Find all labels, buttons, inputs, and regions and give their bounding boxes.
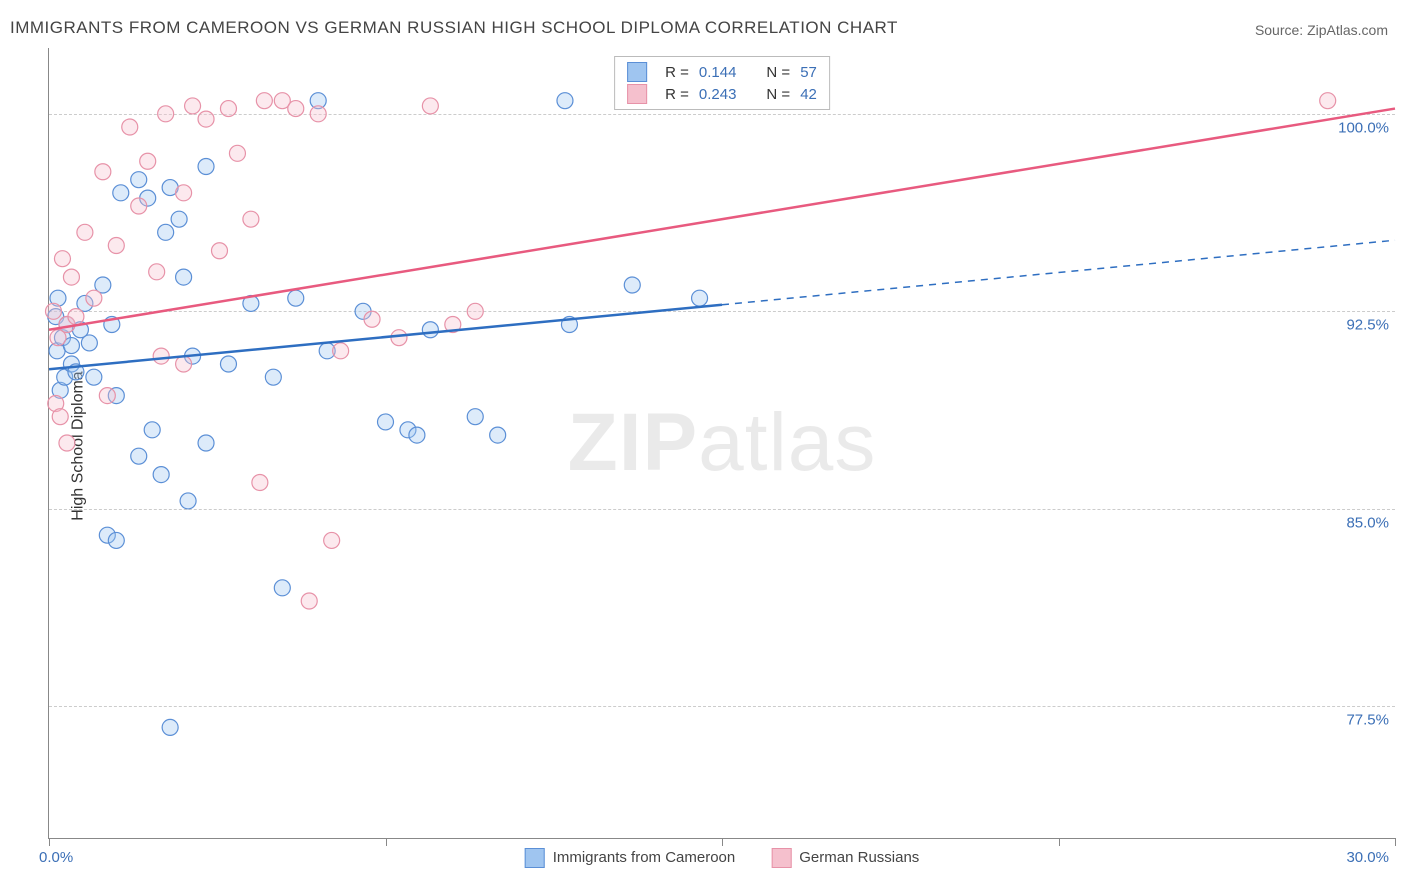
scatter-point [624,277,640,293]
scatter-point [220,356,236,372]
scatter-point [198,159,214,175]
scatter-point [86,369,102,385]
scatter-point [288,101,304,117]
x-tick-mark [49,838,50,846]
scatter-point [557,93,573,109]
scatter-canvas [49,48,1395,838]
scatter-point [176,185,192,201]
scatter-point [144,422,160,438]
scatter-point [265,369,281,385]
x-tick-mark [1395,838,1396,846]
correlation-legend: R = 0.144 N = 57 R = 0.243 N = 42 [614,56,830,110]
scatter-point [467,409,483,425]
scatter-point [422,322,438,338]
plot-area: ZIPatlas 77.5%85.0%92.5%100.0% R = 0.144… [48,48,1395,839]
scatter-point [95,164,111,180]
scatter-point [54,251,70,267]
n-label: N = [766,64,790,81]
scatter-point [301,593,317,609]
scatter-point [86,290,102,306]
scatter-point [45,303,61,319]
scatter-point [99,388,115,404]
scatter-point [422,98,438,114]
x-tick-min: 0.0% [39,849,73,866]
r-value: 0.243 [699,86,737,103]
legend-label: Immigrants from Cameroon [553,849,736,866]
scatter-point [333,343,349,359]
scatter-point [131,198,147,214]
scatter-point [409,427,425,443]
scatter-point [378,414,394,430]
scatter-point [68,309,84,325]
scatter-point [288,290,304,306]
scatter-point [180,493,196,509]
scatter-point [692,290,708,306]
scatter-point [1320,93,1336,109]
scatter-point [108,532,124,548]
correlation-row: R = 0.144 N = 57 [627,61,817,83]
trend-line-dashed [722,240,1395,305]
scatter-point [391,330,407,346]
scatter-point [122,119,138,135]
n-label: N = [766,86,790,103]
scatter-point [256,93,272,109]
scatter-point [467,303,483,319]
scatter-point [324,532,340,548]
scatter-point [185,98,201,114]
scatter-point [149,264,165,280]
scatter-point [77,224,93,240]
legend-item-german-russians: German Russians [771,848,919,868]
source-label: Source: ZipAtlas.com [1255,22,1388,38]
legend-item-cameroon: Immigrants from Cameroon [525,848,736,868]
legend-label: German Russians [799,849,919,866]
scatter-point [490,427,506,443]
scatter-point [220,101,236,117]
scatter-point [52,409,68,425]
scatter-point [274,580,290,596]
scatter-point [243,211,259,227]
scatter-point [198,435,214,451]
legend-swatch [525,848,545,868]
scatter-point [153,467,169,483]
scatter-point [131,172,147,188]
series-legend: Immigrants from Cameroon German Russians [525,848,920,868]
scatter-point [108,238,124,254]
scatter-point [81,335,97,351]
scatter-point [153,348,169,364]
scatter-point [211,243,227,259]
scatter-point [176,269,192,285]
n-value: 57 [800,64,817,81]
x-tick-mark [386,838,387,846]
scatter-point [176,356,192,372]
scatter-point [131,448,147,464]
scatter-point [59,435,75,451]
scatter-point [140,153,156,169]
x-tick-mark [1059,838,1060,846]
scatter-point [364,311,380,327]
r-label: R = [665,64,689,81]
x-tick-max: 30.0% [1346,849,1389,866]
legend-swatch [627,84,647,104]
scatter-point [198,111,214,127]
scatter-point [310,106,326,122]
x-tick-mark [722,838,723,846]
scatter-point [113,185,129,201]
scatter-point [158,224,174,240]
scatter-point [162,719,178,735]
r-label: R = [665,86,689,103]
scatter-point [171,211,187,227]
legend-swatch [771,848,791,868]
chart-title: IMMIGRANTS FROM CAMEROON VS GERMAN RUSSI… [10,18,898,38]
chart-container: IMMIGRANTS FROM CAMEROON VS GERMAN RUSSI… [0,0,1406,892]
correlation-row: R = 0.243 N = 42 [627,83,817,105]
scatter-point [229,145,245,161]
n-value: 42 [800,86,817,103]
scatter-point [63,269,79,285]
scatter-point [252,475,268,491]
scatter-point [158,106,174,122]
r-value: 0.144 [699,64,737,81]
legend-swatch [627,62,647,82]
